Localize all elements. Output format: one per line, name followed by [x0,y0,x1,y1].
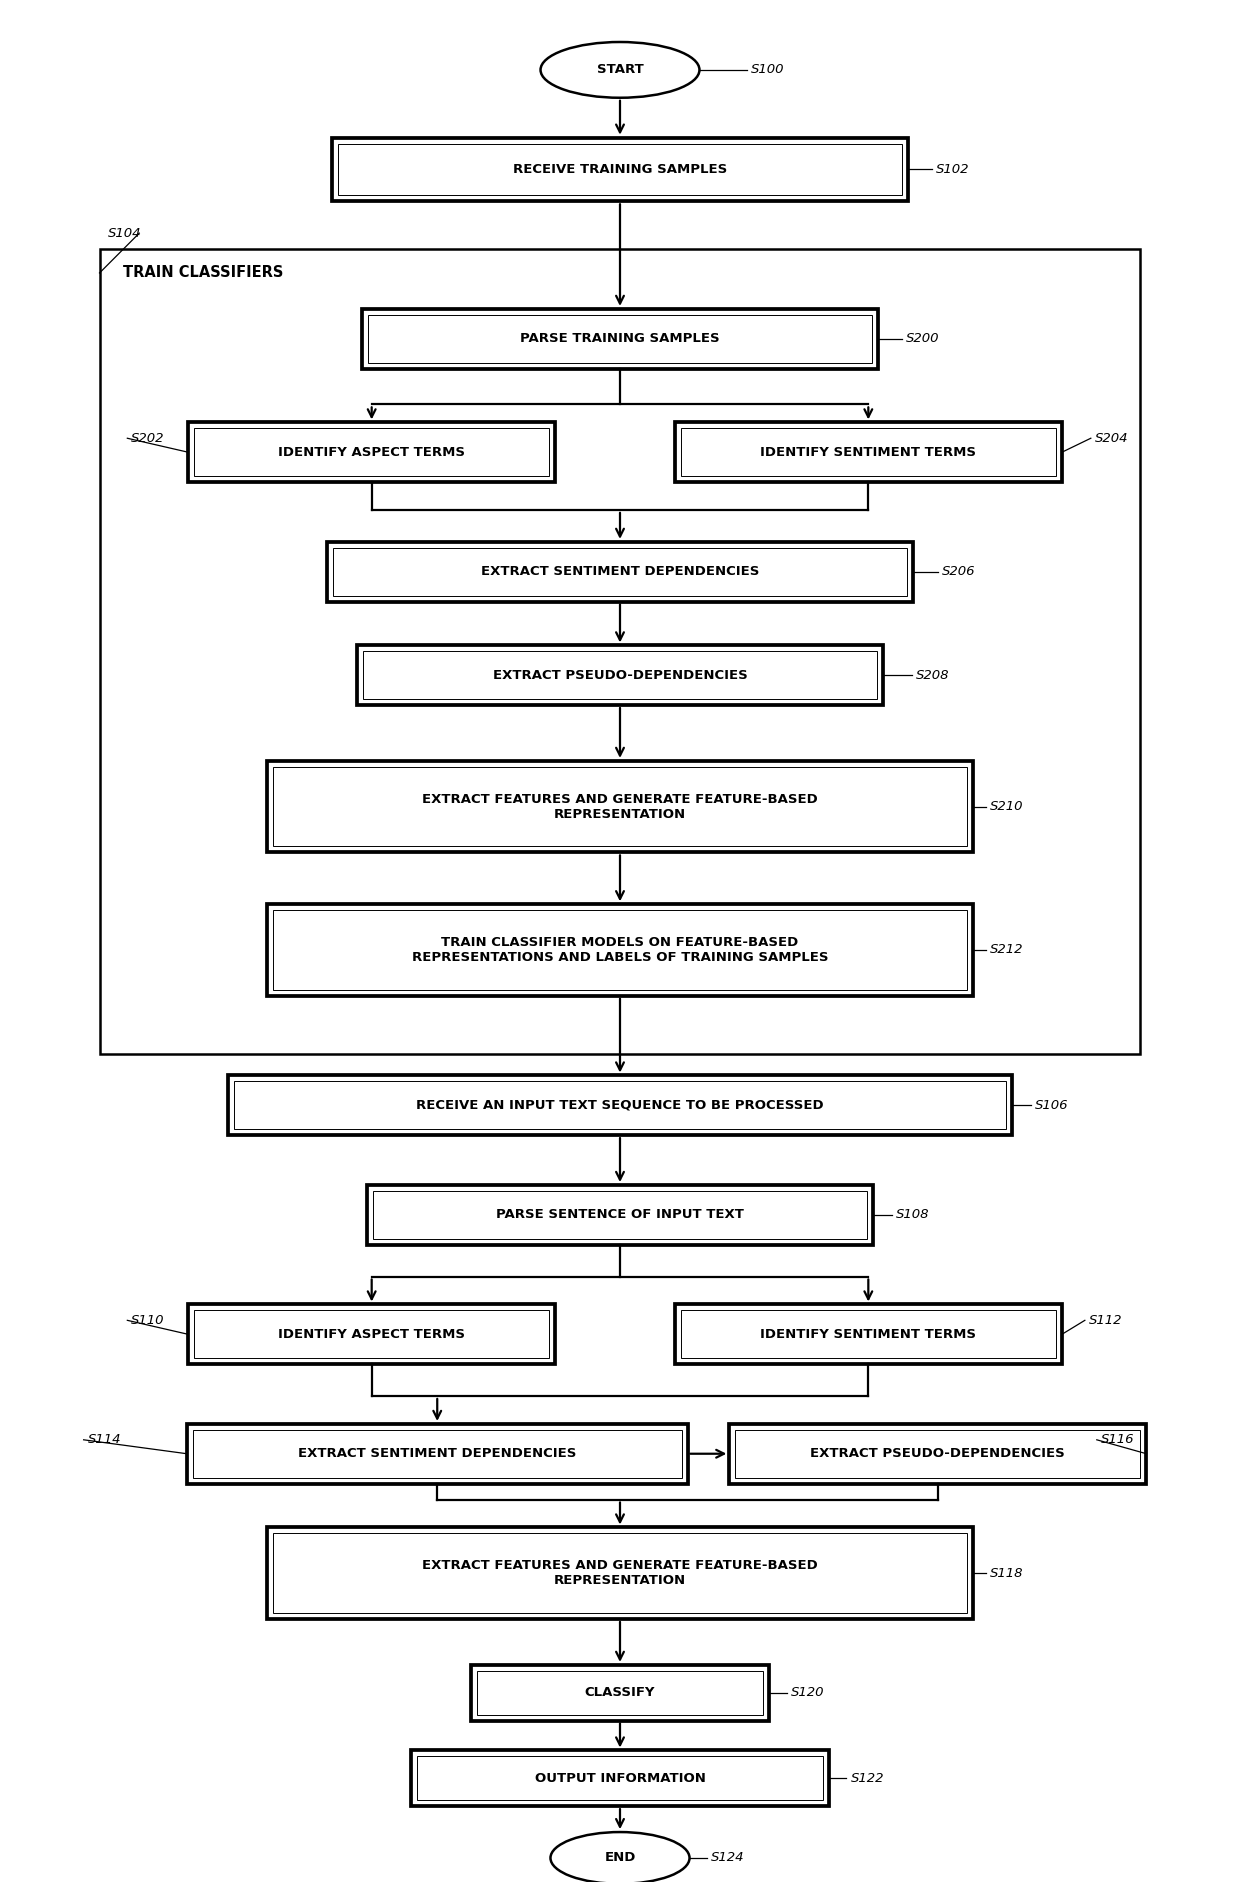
Text: END: END [604,1852,636,1865]
Bar [357,645,883,705]
Text: EXTRACT FEATURES AND GENERATE FEATURE-BASED
REPRESENTATION: EXTRACT FEATURES AND GENERATE FEATURE-BA… [422,1560,818,1588]
Text: S204: S204 [1095,432,1128,445]
Bar [681,1311,1056,1358]
Bar [373,1190,867,1239]
Text: RECEIVE TRAINING SAMPLES: RECEIVE TRAINING SAMPLES [513,162,727,175]
Text: S202: S202 [131,432,165,445]
Text: S118: S118 [990,1567,1023,1580]
Bar [327,541,913,602]
Bar [368,315,872,362]
Bar [193,1430,682,1477]
Bar [188,422,556,483]
Text: S206: S206 [942,566,976,579]
Bar [228,1075,1012,1135]
Text: S102: S102 [936,162,970,175]
Bar [334,547,906,596]
Text: TRAIN CLASSIFIER MODELS ON FEATURE-BASED
REPRESENTATIONS AND LABELS OF TRAINING : TRAIN CLASSIFIER MODELS ON FEATURE-BASED… [412,935,828,964]
Text: S112: S112 [1089,1315,1122,1328]
Text: S124: S124 [712,1852,745,1865]
Ellipse shape [551,1831,689,1884]
Bar [268,760,972,852]
Text: IDENTIFY ASPECT TERMS: IDENTIFY ASPECT TERMS [278,1328,465,1341]
Text: PARSE TRAINING SAMPLES: PARSE TRAINING SAMPLES [521,332,719,345]
Bar [233,1081,1007,1130]
Bar [193,428,549,475]
Bar [362,309,878,368]
Text: OUTPUT INFORMATION: OUTPUT INFORMATION [534,1771,706,1784]
Bar [268,903,972,996]
Bar [363,651,877,700]
Text: S208: S208 [916,670,950,681]
Text: S200: S200 [906,332,940,345]
Text: EXTRACT FEATURES AND GENERATE FEATURE-BASED
REPRESENTATION: EXTRACT FEATURES AND GENERATE FEATURE-BA… [422,792,818,820]
Bar [477,1671,763,1714]
Bar [273,911,967,990]
Bar [367,1184,873,1245]
Text: EXTRACT SENTIMENT DEPENDENCIES: EXTRACT SENTIMENT DEPENDENCIES [298,1447,577,1460]
Bar [681,428,1056,475]
Text: RECEIVE AN INPUT TEXT SEQUENCE TO BE PROCESSED: RECEIVE AN INPUT TEXT SEQUENCE TO BE PRO… [417,1100,823,1111]
Bar [193,1311,549,1358]
Bar [332,138,908,202]
Bar [735,1430,1141,1477]
Bar [729,1424,1147,1484]
Text: S100: S100 [751,64,785,75]
Bar [471,1665,769,1720]
Bar [268,1528,972,1618]
Text: S114: S114 [88,1433,122,1447]
Text: S106: S106 [1035,1100,1069,1111]
Bar [187,1424,687,1484]
Text: S212: S212 [990,943,1023,956]
Text: S210: S210 [990,800,1023,813]
Bar [273,768,967,847]
Text: TRAIN CLASSIFIERS: TRAIN CLASSIFIERS [123,266,284,279]
Bar [675,1305,1061,1364]
Text: IDENTIFY SENTIMENT TERMS: IDENTIFY SENTIMENT TERMS [760,445,976,458]
Bar [99,249,1141,1054]
Text: EXTRACT SENTIMENT DEPENDENCIES: EXTRACT SENTIMENT DEPENDENCIES [481,566,759,579]
Text: EXTRACT PSEUDO-DEPENDENCIES: EXTRACT PSEUDO-DEPENDENCIES [811,1447,1065,1460]
Text: CLASSIFY: CLASSIFY [585,1686,655,1699]
Bar [339,143,901,196]
Bar [412,1750,828,1807]
Text: START: START [596,64,644,75]
Bar [418,1756,822,1801]
Text: EXTRACT PSEUDO-DEPENDENCIES: EXTRACT PSEUDO-DEPENDENCIES [492,670,748,681]
Text: IDENTIFY ASPECT TERMS: IDENTIFY ASPECT TERMS [278,445,465,458]
Text: S108: S108 [897,1209,930,1222]
Ellipse shape [541,41,699,98]
Bar [273,1533,967,1613]
Bar [675,422,1061,483]
Text: S122: S122 [851,1771,884,1784]
Bar [188,1305,556,1364]
Text: IDENTIFY SENTIMENT TERMS: IDENTIFY SENTIMENT TERMS [760,1328,976,1341]
Text: S110: S110 [131,1315,165,1328]
Text: PARSE SENTENCE OF INPUT TEXT: PARSE SENTENCE OF INPUT TEXT [496,1209,744,1222]
Text: S116: S116 [1101,1433,1135,1447]
Text: S104: S104 [108,226,141,240]
Text: S120: S120 [791,1686,825,1699]
